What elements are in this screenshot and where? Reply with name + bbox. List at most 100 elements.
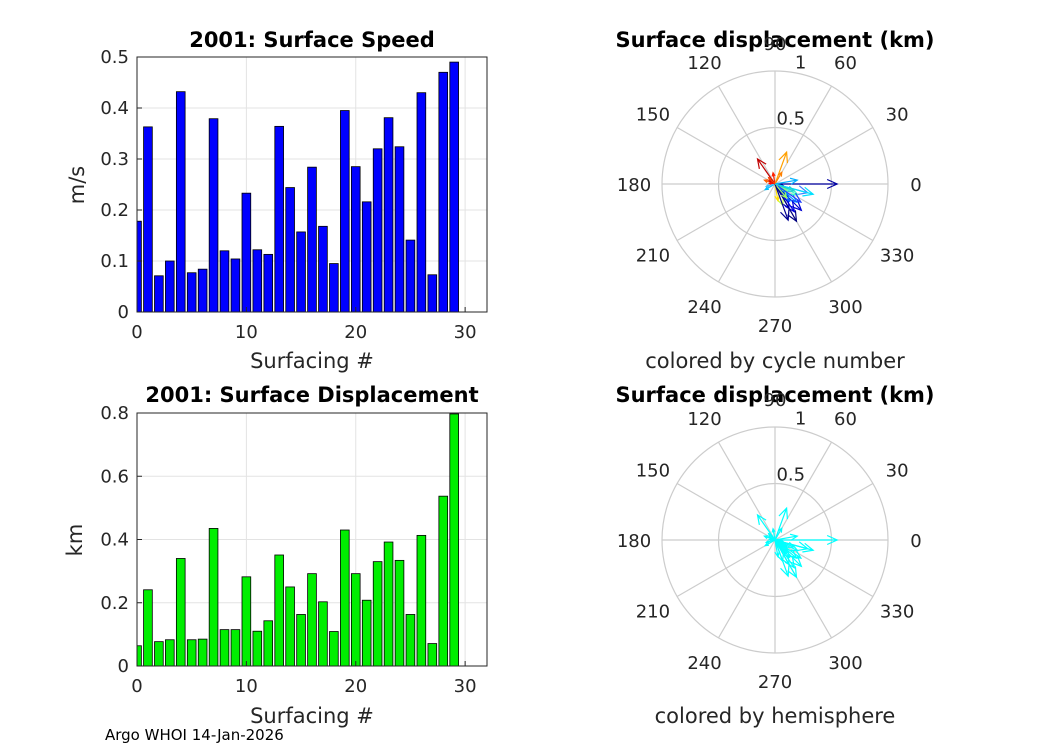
speed-bar	[285, 187, 295, 313]
polar-hemisphere-arrow-shaft	[774, 539, 797, 578]
polar-hemisphere-arrow-head	[764, 539, 770, 544]
polar-cycle-arrow	[774, 183, 803, 203]
displacement-bar	[263, 620, 274, 667]
speed-bar	[186, 272, 197, 313]
polar-hemisphere-angle-label: 90	[764, 390, 787, 411]
polar-cycle-angle-label: 210	[636, 246, 670, 267]
displacement-bar	[307, 573, 317, 667]
polar-cycle-angle-label: 270	[758, 316, 792, 337]
polar-cycle-arrow-head	[780, 209, 790, 222]
displacement-bar	[154, 641, 164, 667]
polar-cycle-arrow	[774, 177, 799, 185]
displacement-bar-chart: 2001: Surface Displacement Surfacing # k…	[63, 383, 488, 728]
polar-cycle-arrow-shaft	[774, 183, 789, 221]
polar-hemisphere-arrow-head	[790, 548, 803, 559]
polar-hemisphere-arrow	[774, 539, 790, 578]
polar-hemisphere-arrow-head	[787, 566, 798, 579]
polar-cycle-angle-label: 0	[910, 175, 921, 196]
displacement-bar	[449, 413, 459, 667]
polar-hemisphere-arrow-head	[771, 527, 776, 533]
polar-cycle-arrow	[771, 171, 776, 185]
displacement-bar	[350, 573, 361, 667]
displacement-bar	[383, 541, 394, 667]
displacement-chart-title: 2001: Surface Displacement	[145, 383, 478, 407]
polar-cycle-radius-label: 1	[795, 53, 806, 74]
polar-cycle-angle-label: 180	[617, 175, 651, 196]
displacement-x-tick-label: 20	[344, 676, 367, 697]
polar-hemisphere-angle-label: 330	[880, 602, 914, 623]
polar-cycle-arrow	[764, 183, 776, 188]
polar-cycle-arrow	[774, 183, 798, 223]
polar-hemisphere-arrow-head	[780, 565, 790, 578]
speed-bar	[340, 110, 350, 313]
polar-hemisphere-arrow	[764, 539, 776, 544]
polar-cycle-arrow	[774, 183, 790, 222]
polar-cycle-angle-label: 300	[828, 297, 862, 318]
polar-hemisphere-angle-label: 270	[758, 672, 792, 693]
speed-bar	[165, 260, 175, 313]
polar-cycle-arrow-head	[767, 182, 772, 185]
polar-hemisphere-spoke	[676, 539, 776, 598]
polar-cycle-arrow-shaft	[774, 171, 783, 185]
polar-cycle-arrow-shaft	[774, 183, 788, 199]
polar-hemisphere-arrow-head	[784, 556, 796, 569]
polar-hemisphere-arrow-shaft	[774, 539, 802, 559]
displacement-y-tick-label: 0.6	[100, 466, 129, 487]
polar-cycle-arrow-head	[781, 191, 788, 199]
displacement-y-tick-label: 0.2	[100, 593, 129, 614]
polar-cycle-arrow-head	[790, 192, 803, 203]
polar-cycle-caption: colored by cycle number	[645, 349, 905, 373]
polar-hemisphere-arrow-head	[781, 547, 788, 555]
polar-hemisphere-angle-label: 300	[828, 653, 862, 674]
displacement-bar	[241, 576, 252, 667]
speed-bar	[383, 117, 394, 313]
displacement-bar	[175, 558, 186, 667]
polar-hemisphere-spoke	[774, 482, 874, 541]
polar-cycle-arrow-shaft	[774, 183, 795, 192]
polar-hemisphere-arrow-shaft	[768, 533, 776, 541]
polar-cycle-arrow	[774, 150, 789, 185]
polar-cycle-arrow-shaft	[774, 183, 802, 203]
speed-y-label: m/s	[65, 166, 89, 204]
polar-hemisphere-arrow-head	[802, 542, 815, 553]
polar-hemisphere-angle-label: 210	[636, 602, 670, 623]
speed-bar	[372, 148, 383, 313]
speed-bar	[449, 61, 459, 313]
displacement-bar	[230, 629, 241, 667]
polar-cycle-arrow-head	[789, 177, 799, 185]
speed-y-tick-label: 0.5	[100, 47, 129, 68]
displacement-bar	[165, 639, 175, 667]
polar-hemisphere-arrow	[774, 526, 783, 541]
polar-hemisphere-arrow-shaft	[772, 528, 776, 541]
polar-cycle-angle-label: 60	[834, 53, 857, 74]
polar-cycle-arrow	[767, 176, 776, 185]
speed-bar-chart: 2001: Surface Speed Surfacing # m/s 0 10 2…	[65, 28, 488, 373]
polar-cycle-arrow-head	[763, 186, 769, 191]
polar-cycle-spoke	[774, 126, 874, 185]
displacement-bar	[329, 631, 339, 667]
polar-hemisphere-arrow-shaft	[757, 514, 776, 541]
speed-y-tick-label: 0.3	[100, 149, 129, 170]
speed-bar	[394, 146, 405, 313]
speed-chart-title: 2001: Surface Speed	[189, 28, 435, 52]
polar-cycle-angle-label: 330	[880, 246, 914, 267]
polar-hemisphere-title: Surface displacement (km)	[615, 383, 934, 407]
polar-hemisphere-caption: colored by hemisphere	[655, 704, 896, 728]
polar-hemisphere-angle-label: 0	[910, 531, 921, 552]
polar-cycle-angle-label: 150	[636, 105, 670, 126]
polar-cycle-title: Surface displacement (km)	[615, 28, 934, 52]
polar-cycle-arrow-head	[802, 186, 815, 197]
polar-cycle-arrow-head	[771, 171, 776, 177]
displacement-bar	[285, 586, 295, 667]
displacement-bar	[318, 601, 328, 667]
polar-hemisphere-spoke	[774, 539, 874, 598]
polar-hemisphere-angle-label: 120	[687, 409, 721, 430]
polar-cycle-spoke	[676, 126, 776, 185]
speed-bar	[197, 268, 208, 313]
polar-cycle-arrow	[774, 183, 796, 193]
polar-cycle-radius-label: 0.5	[776, 108, 805, 129]
speed-bar	[143, 126, 153, 313]
displacement-y-tick-label: 0	[118, 656, 129, 677]
polar-hemisphere-radius-label: 1	[795, 409, 806, 430]
